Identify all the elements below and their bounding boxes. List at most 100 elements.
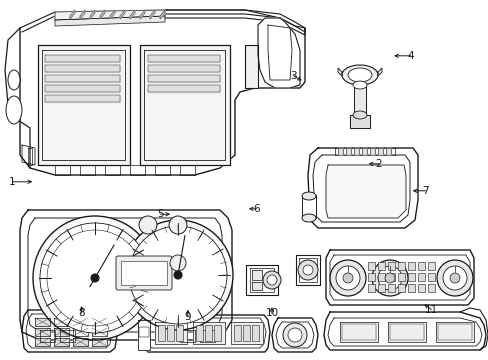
Bar [397, 262, 404, 270]
Ellipse shape [169, 216, 186, 234]
Polygon shape [377, 148, 382, 155]
Polygon shape [369, 148, 374, 155]
Bar [417, 284, 424, 292]
Ellipse shape [352, 111, 366, 119]
Bar [367, 284, 374, 292]
Bar [417, 262, 424, 270]
Bar [377, 262, 384, 270]
Ellipse shape [302, 214, 315, 222]
Bar [397, 273, 404, 281]
Polygon shape [258, 18, 299, 88]
Ellipse shape [371, 260, 407, 296]
Polygon shape [251, 270, 262, 280]
Text: 2: 2 [375, 159, 382, 169]
Bar [407, 273, 414, 281]
Polygon shape [230, 322, 263, 344]
Ellipse shape [449, 273, 459, 283]
Polygon shape [100, 10, 105, 19]
Polygon shape [324, 312, 485, 350]
Polygon shape [349, 115, 369, 128]
Polygon shape [435, 322, 473, 342]
Polygon shape [385, 148, 390, 155]
Bar [387, 262, 394, 270]
Polygon shape [38, 45, 130, 165]
Bar [251, 325, 259, 341]
Text: 3: 3 [289, 71, 296, 81]
Polygon shape [307, 148, 417, 228]
Ellipse shape [283, 323, 306, 347]
Ellipse shape [174, 271, 182, 279]
Ellipse shape [123, 220, 232, 330]
Polygon shape [120, 10, 125, 19]
FancyBboxPatch shape [116, 256, 172, 290]
Bar [243, 325, 249, 341]
Ellipse shape [303, 265, 312, 275]
Ellipse shape [129, 226, 226, 324]
Ellipse shape [436, 260, 472, 296]
Polygon shape [20, 210, 231, 340]
Ellipse shape [33, 216, 157, 340]
Bar [234, 325, 241, 341]
Polygon shape [295, 255, 319, 285]
Polygon shape [92, 318, 107, 326]
Ellipse shape [266, 275, 276, 285]
Polygon shape [20, 28, 305, 175]
Polygon shape [54, 338, 69, 346]
Bar [397, 284, 404, 292]
Polygon shape [302, 195, 315, 218]
Polygon shape [346, 148, 350, 155]
Text: 6: 6 [253, 204, 260, 214]
Polygon shape [130, 10, 135, 19]
Bar [167, 325, 174, 341]
Bar [214, 325, 221, 341]
Polygon shape [148, 85, 220, 92]
Ellipse shape [6, 96, 22, 124]
Bar [204, 325, 212, 341]
Ellipse shape [329, 260, 365, 296]
Polygon shape [140, 10, 145, 19]
Ellipse shape [302, 192, 315, 200]
Ellipse shape [341, 65, 377, 85]
Ellipse shape [91, 274, 99, 282]
Bar [407, 262, 414, 270]
Text: 9: 9 [184, 312, 191, 322]
Polygon shape [337, 68, 341, 76]
Bar [427, 273, 434, 281]
Ellipse shape [347, 68, 371, 82]
Polygon shape [337, 148, 342, 155]
Ellipse shape [297, 260, 317, 280]
Text: 8: 8 [78, 308, 85, 318]
Polygon shape [70, 10, 75, 19]
Polygon shape [325, 165, 405, 218]
Text: 5: 5 [157, 209, 163, 219]
Polygon shape [245, 265, 278, 295]
Polygon shape [35, 318, 50, 326]
Ellipse shape [377, 266, 401, 290]
Polygon shape [45, 75, 120, 82]
Text: 7: 7 [421, 186, 428, 196]
Ellipse shape [40, 223, 150, 333]
Ellipse shape [342, 273, 352, 283]
Polygon shape [92, 328, 107, 336]
Polygon shape [45, 55, 120, 62]
Polygon shape [92, 338, 107, 346]
Polygon shape [140, 45, 229, 165]
Text: 4: 4 [407, 51, 413, 61]
Polygon shape [251, 282, 262, 290]
Bar [367, 262, 374, 270]
Polygon shape [35, 328, 50, 336]
Polygon shape [148, 65, 220, 72]
Text: 10: 10 [265, 308, 278, 318]
Polygon shape [55, 16, 164, 26]
Polygon shape [361, 148, 366, 155]
Ellipse shape [384, 273, 394, 283]
Text: 11: 11 [424, 305, 437, 315]
Ellipse shape [287, 328, 302, 342]
Ellipse shape [139, 216, 157, 234]
Bar [158, 325, 164, 341]
Ellipse shape [170, 255, 185, 271]
Polygon shape [148, 75, 220, 82]
Ellipse shape [263, 271, 281, 289]
Polygon shape [353, 148, 358, 155]
Bar [377, 273, 384, 281]
